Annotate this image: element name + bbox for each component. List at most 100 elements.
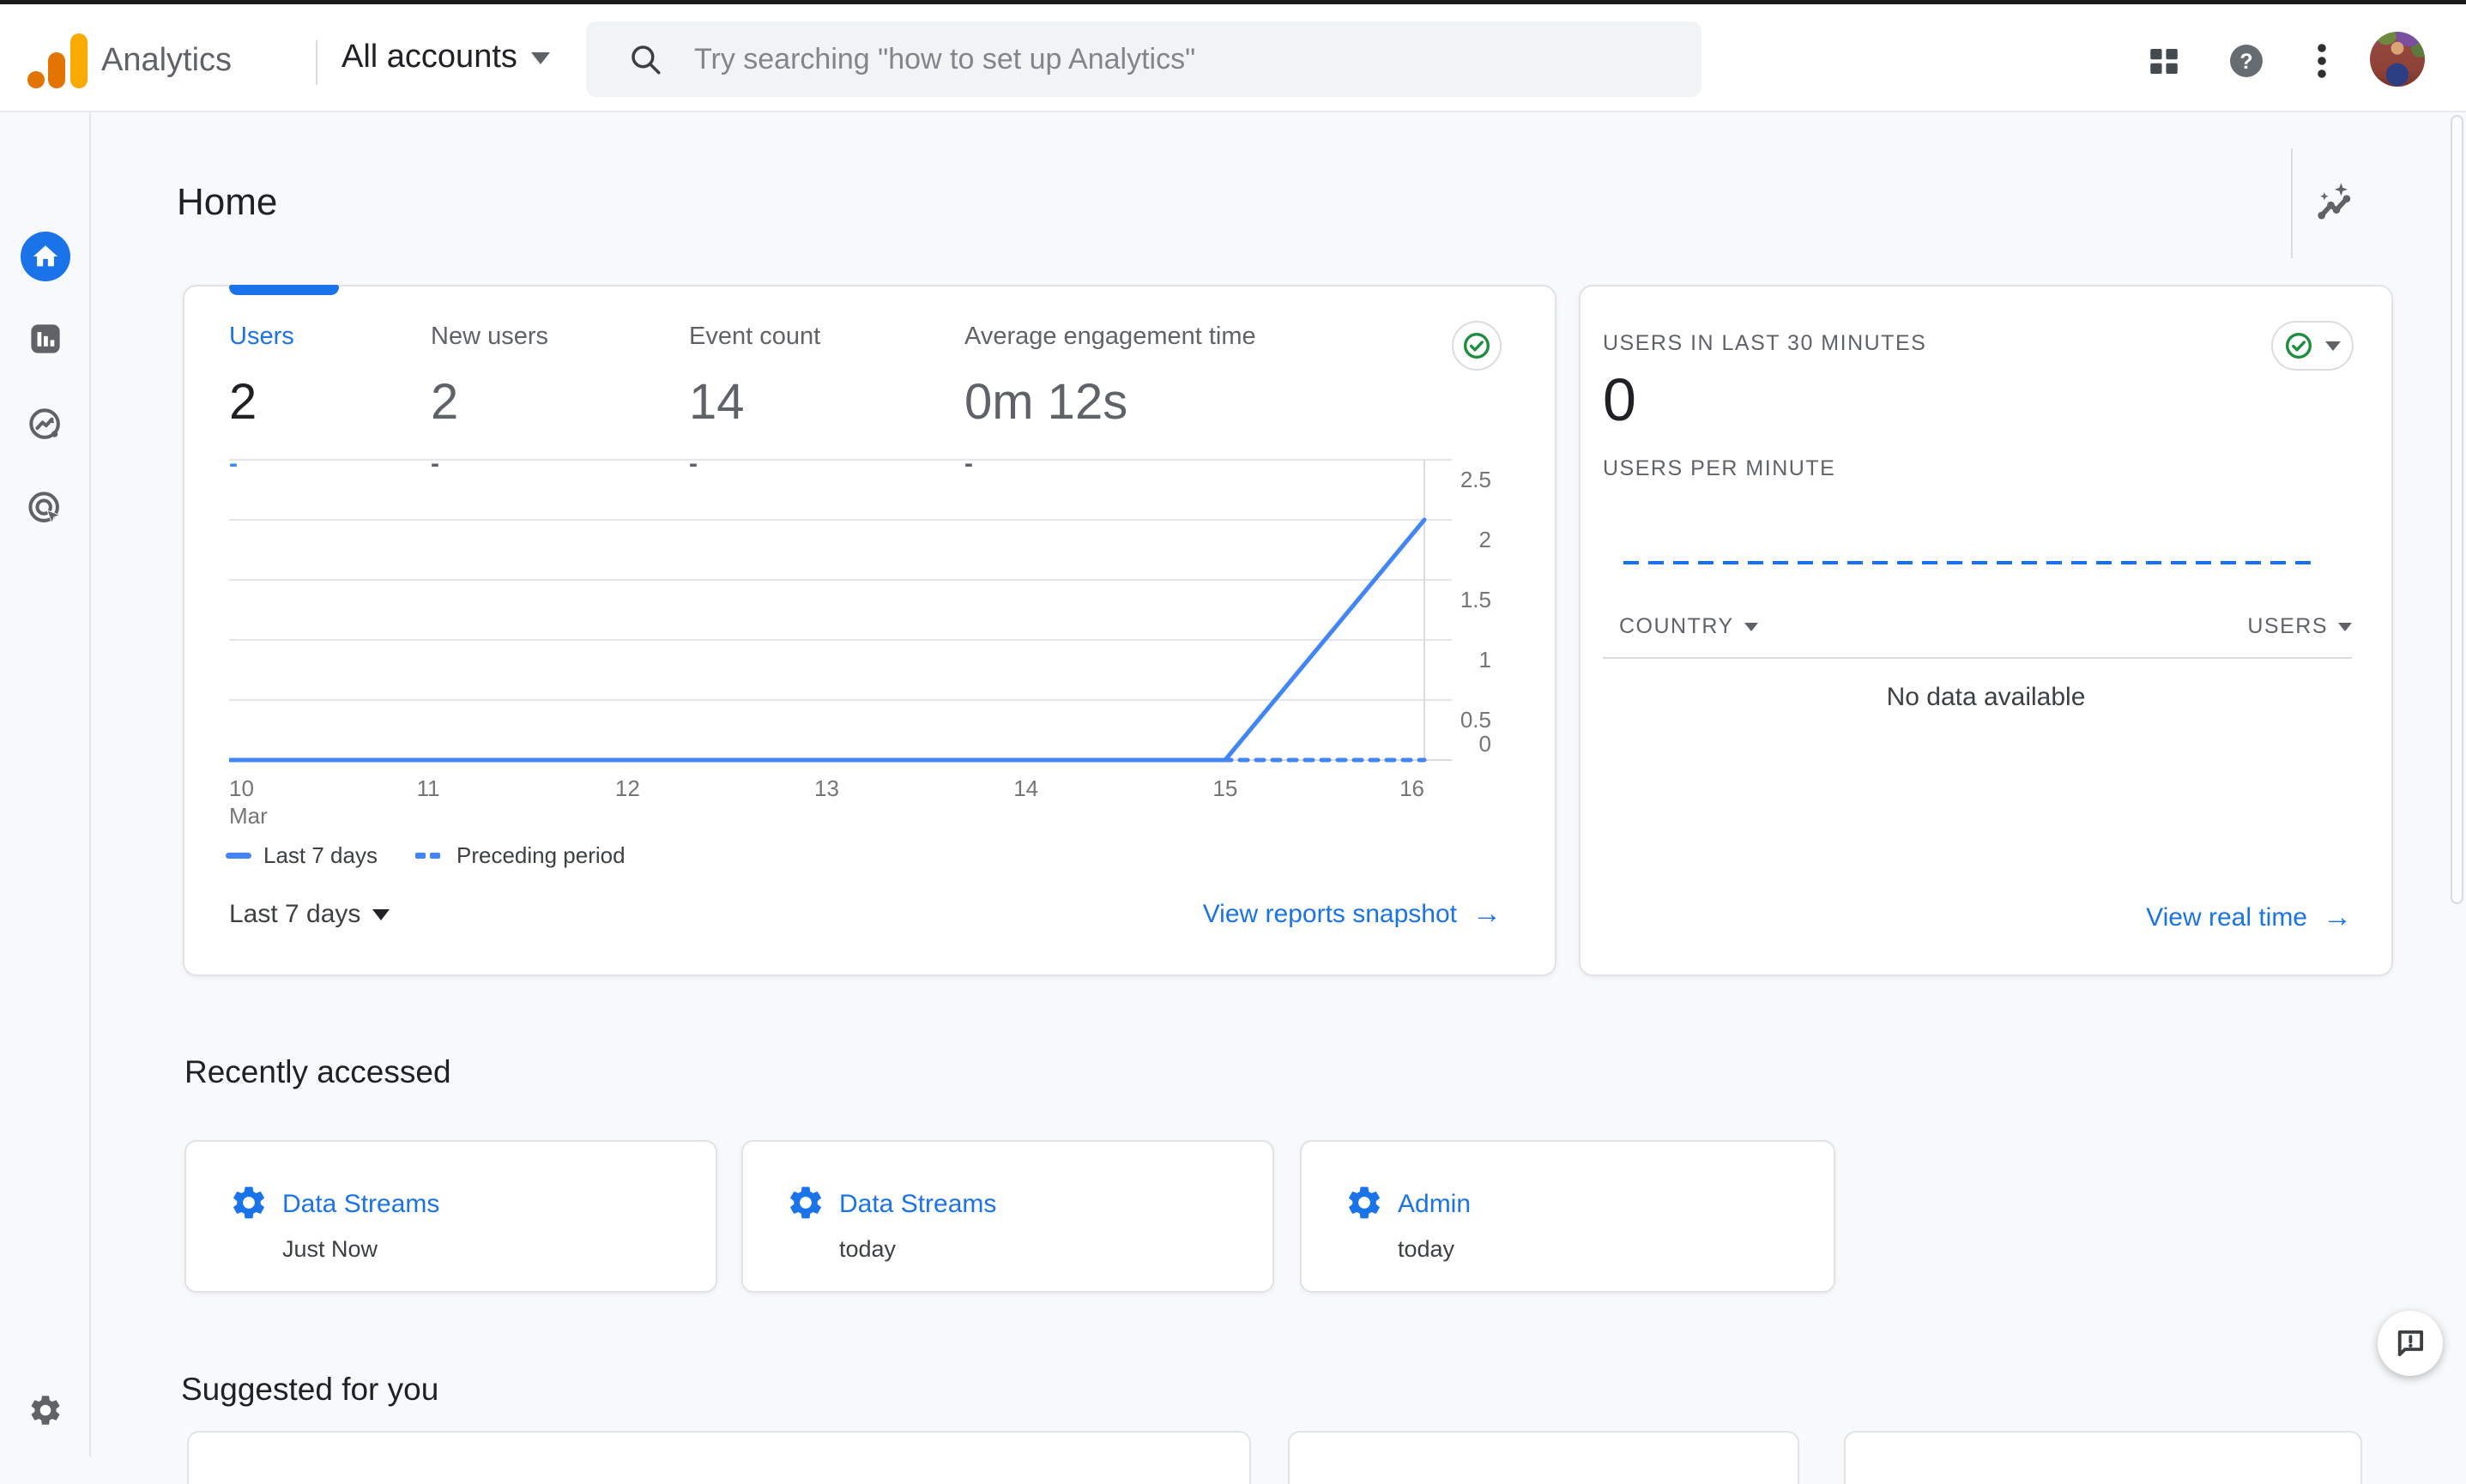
- sidebar-item-reports[interactable]: [0, 306, 91, 371]
- svg-text:10: 10: [229, 775, 254, 801]
- metric-delta: -: [689, 449, 698, 478]
- page-title: Home: [177, 181, 278, 223]
- suggested-card[interactable]: [187, 1431, 1251, 1484]
- metric-label[interactable]: Users: [229, 323, 294, 350]
- header-divider: [2291, 148, 2293, 258]
- svg-text:Mar: Mar: [229, 803, 268, 829]
- logo-bar-tall: [70, 33, 88, 88]
- view-real-time-link[interactable]: View real time →: [2146, 901, 2352, 934]
- account-selector-dropdown[interactable]: All accounts: [341, 39, 550, 75]
- search-input[interactable]: [694, 42, 1638, 76]
- help-icon[interactable]: ?: [2221, 35, 2272, 87]
- svg-text:13: 13: [814, 775, 839, 801]
- more-options-icon[interactable]: [2296, 35, 2348, 87]
- top-app-bar: Analytics All accounts ?: [0, 4, 2466, 112]
- svg-text:2: 2: [1479, 527, 1491, 552]
- recent-item-label[interactable]: Data Streams: [282, 1190, 440, 1218]
- arrow-right-icon: →: [1472, 897, 1502, 930]
- table-divider: [1603, 657, 2352, 659]
- metric-label[interactable]: New users: [431, 323, 548, 350]
- overview-card-footer: Last 7 days View reports snapshot →: [229, 897, 1502, 931]
- svg-text:15: 15: [1212, 775, 1237, 801]
- product-name: Analytics: [101, 42, 233, 78]
- suggested-card[interactable]: [1844, 1431, 2362, 1484]
- realtime-users-value: 0: [1603, 366, 1636, 433]
- metric-label[interactable]: Average engagement time: [964, 323, 1256, 350]
- google-analytics-logo[interactable]: [26, 30, 94, 92]
- svg-text:12: 12: [615, 775, 640, 801]
- sidebar-item-advertising[interactable]: [0, 476, 91, 541]
- arrow-right-icon: →: [2323, 901, 2352, 933]
- recent-item-time: Just Now: [282, 1236, 378, 1262]
- sidebar-item-admin-settings[interactable]: [0, 1378, 91, 1443]
- topbar-divider: [316, 40, 317, 85]
- metric-value: 2: [431, 374, 459, 430]
- metric-delta: -: [229, 449, 238, 478]
- logo-dot: [27, 71, 45, 88]
- explore-trend-icon: [29, 408, 60, 439]
- data-quality-check-button[interactable]: [1452, 321, 1502, 371]
- apps-grid-icon[interactable]: [2138, 35, 2190, 87]
- link-label: View reports snapshot: [1202, 899, 1457, 928]
- column-header-users[interactable]: USERS: [2247, 614, 2352, 639]
- svg-text:0: 0: [1479, 731, 1491, 757]
- column-label: USERS: [2247, 614, 2328, 638]
- legend-item-preceding-period: Preceding period: [414, 842, 626, 869]
- feedback-button[interactable]: [2378, 1311, 2443, 1376]
- metric-label[interactable]: Event count: [689, 323, 821, 350]
- metric-users[interactable]: Users 2 -: [229, 323, 294, 479]
- search-icon: [632, 45, 661, 75]
- recent-item-data-streams[interactable]: Data Streams today: [741, 1140, 1274, 1293]
- home-active-bubble: [21, 232, 70, 281]
- svg-text:?: ?: [2239, 50, 2252, 74]
- svg-text:1.5: 1.5: [1460, 587, 1491, 612]
- recent-item-admin[interactable]: Admin today: [1300, 1140, 1835, 1293]
- check-circle-icon: [2286, 332, 2312, 359]
- gear-icon: [1349, 1186, 1380, 1219]
- legend-item-last-7-days: Last 7 days: [226, 842, 378, 869]
- metric-delta: -: [964, 449, 973, 478]
- metric-avg-engagement-time[interactable]: Average engagement time 0m 12s -: [964, 323, 1256, 479]
- account-selector-label: All accounts: [341, 39, 517, 75]
- metric-delta: -: [431, 449, 439, 478]
- window-chrome-strip: [0, 0, 2466, 4]
- metric-value: 14: [689, 374, 745, 430]
- realtime-quality-dropdown[interactable]: [2271, 321, 2354, 371]
- realtime-title: USERS IN LAST 30 MINUTES: [1603, 331, 1927, 355]
- insights-sparkline-icon[interactable]: [2306, 172, 2366, 232]
- recent-item-label[interactable]: Data Streams: [839, 1190, 997, 1218]
- legend-swatch-dashed: [414, 853, 444, 859]
- recent-item-time: today: [839, 1236, 897, 1262]
- chart-legend: Last 7 days Preceding period: [226, 842, 663, 869]
- view-reports-snapshot-link[interactable]: View reports snapshot →: [1203, 897, 1502, 931]
- empty-state-message: No data available: [1886, 683, 2086, 711]
- column-header-country[interactable]: COUNTRY: [1619, 614, 1758, 639]
- metric-new-users[interactable]: New users 2 -: [431, 323, 548, 479]
- check-circle-icon: [1463, 332, 1490, 359]
- recently-accessed-title: Recently accessed: [184, 1054, 451, 1089]
- suggested-card[interactable]: [1288, 1431, 1799, 1484]
- recent-item-label[interactable]: Admin: [1398, 1190, 1472, 1218]
- global-search-bar[interactable]: [586, 21, 1701, 97]
- gear-icon: [790, 1186, 821, 1219]
- overview-metrics-card: Users 2 - New users 2 - Event count 14 -…: [183, 285, 1556, 976]
- date-range-dropdown[interactable]: Last 7 days: [229, 900, 390, 929]
- metric-event-count[interactable]: Event count 14 -: [689, 323, 820, 479]
- chevron-down-icon: [2324, 341, 2341, 351]
- recent-item-data-streams[interactable]: Data Streams Just Now: [184, 1140, 717, 1293]
- vertical-scrollbar[interactable]: [2451, 115, 2463, 904]
- legend-swatch-solid: [226, 853, 251, 859]
- active-metric-tab-indicator: [229, 285, 339, 295]
- metric-value: 0m 12s: [964, 374, 1128, 430]
- sort-caret-icon: [2338, 623, 2352, 632]
- sidebar-item-explore[interactable]: [0, 392, 91, 457]
- user-avatar[interactable]: [2370, 32, 2425, 87]
- advertising-target-icon: [28, 492, 62, 525]
- recent-item-time: today: [1398, 1236, 1455, 1262]
- home-icon: [33, 245, 58, 267]
- chevron-down-icon: [372, 909, 390, 921]
- bar-chart-icon: [31, 324, 60, 353]
- gear-icon: [31, 1396, 60, 1425]
- sidebar-item-home[interactable]: [0, 224, 91, 289]
- navigation-sidebar: [0, 112, 91, 1457]
